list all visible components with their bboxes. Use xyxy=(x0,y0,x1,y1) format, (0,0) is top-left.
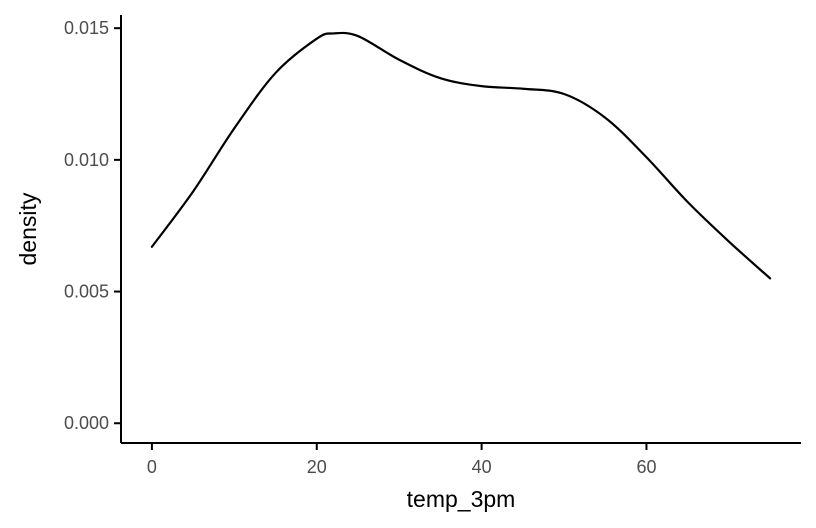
x-tick-label: 20 xyxy=(307,457,327,477)
density-line xyxy=(150,31,772,280)
x-tick-label: 60 xyxy=(636,457,656,477)
x-axis-ticks: 0 20 40 60 xyxy=(147,443,656,477)
x-tick-label: 0 xyxy=(147,457,157,477)
x-axis-title: temp_3pm xyxy=(407,486,516,512)
y-axis-title: density xyxy=(15,192,41,265)
y-tick-label: 0.005 xyxy=(64,282,109,302)
y-tick-label: 0.010 xyxy=(64,150,109,170)
y-tick-label: 0.000 xyxy=(64,413,109,433)
x-tick-label: 40 xyxy=(472,457,492,477)
y-axis-ticks: 0.000 0.005 0.010 0.015 xyxy=(64,18,121,433)
y-tick-label: 0.015 xyxy=(64,18,109,38)
